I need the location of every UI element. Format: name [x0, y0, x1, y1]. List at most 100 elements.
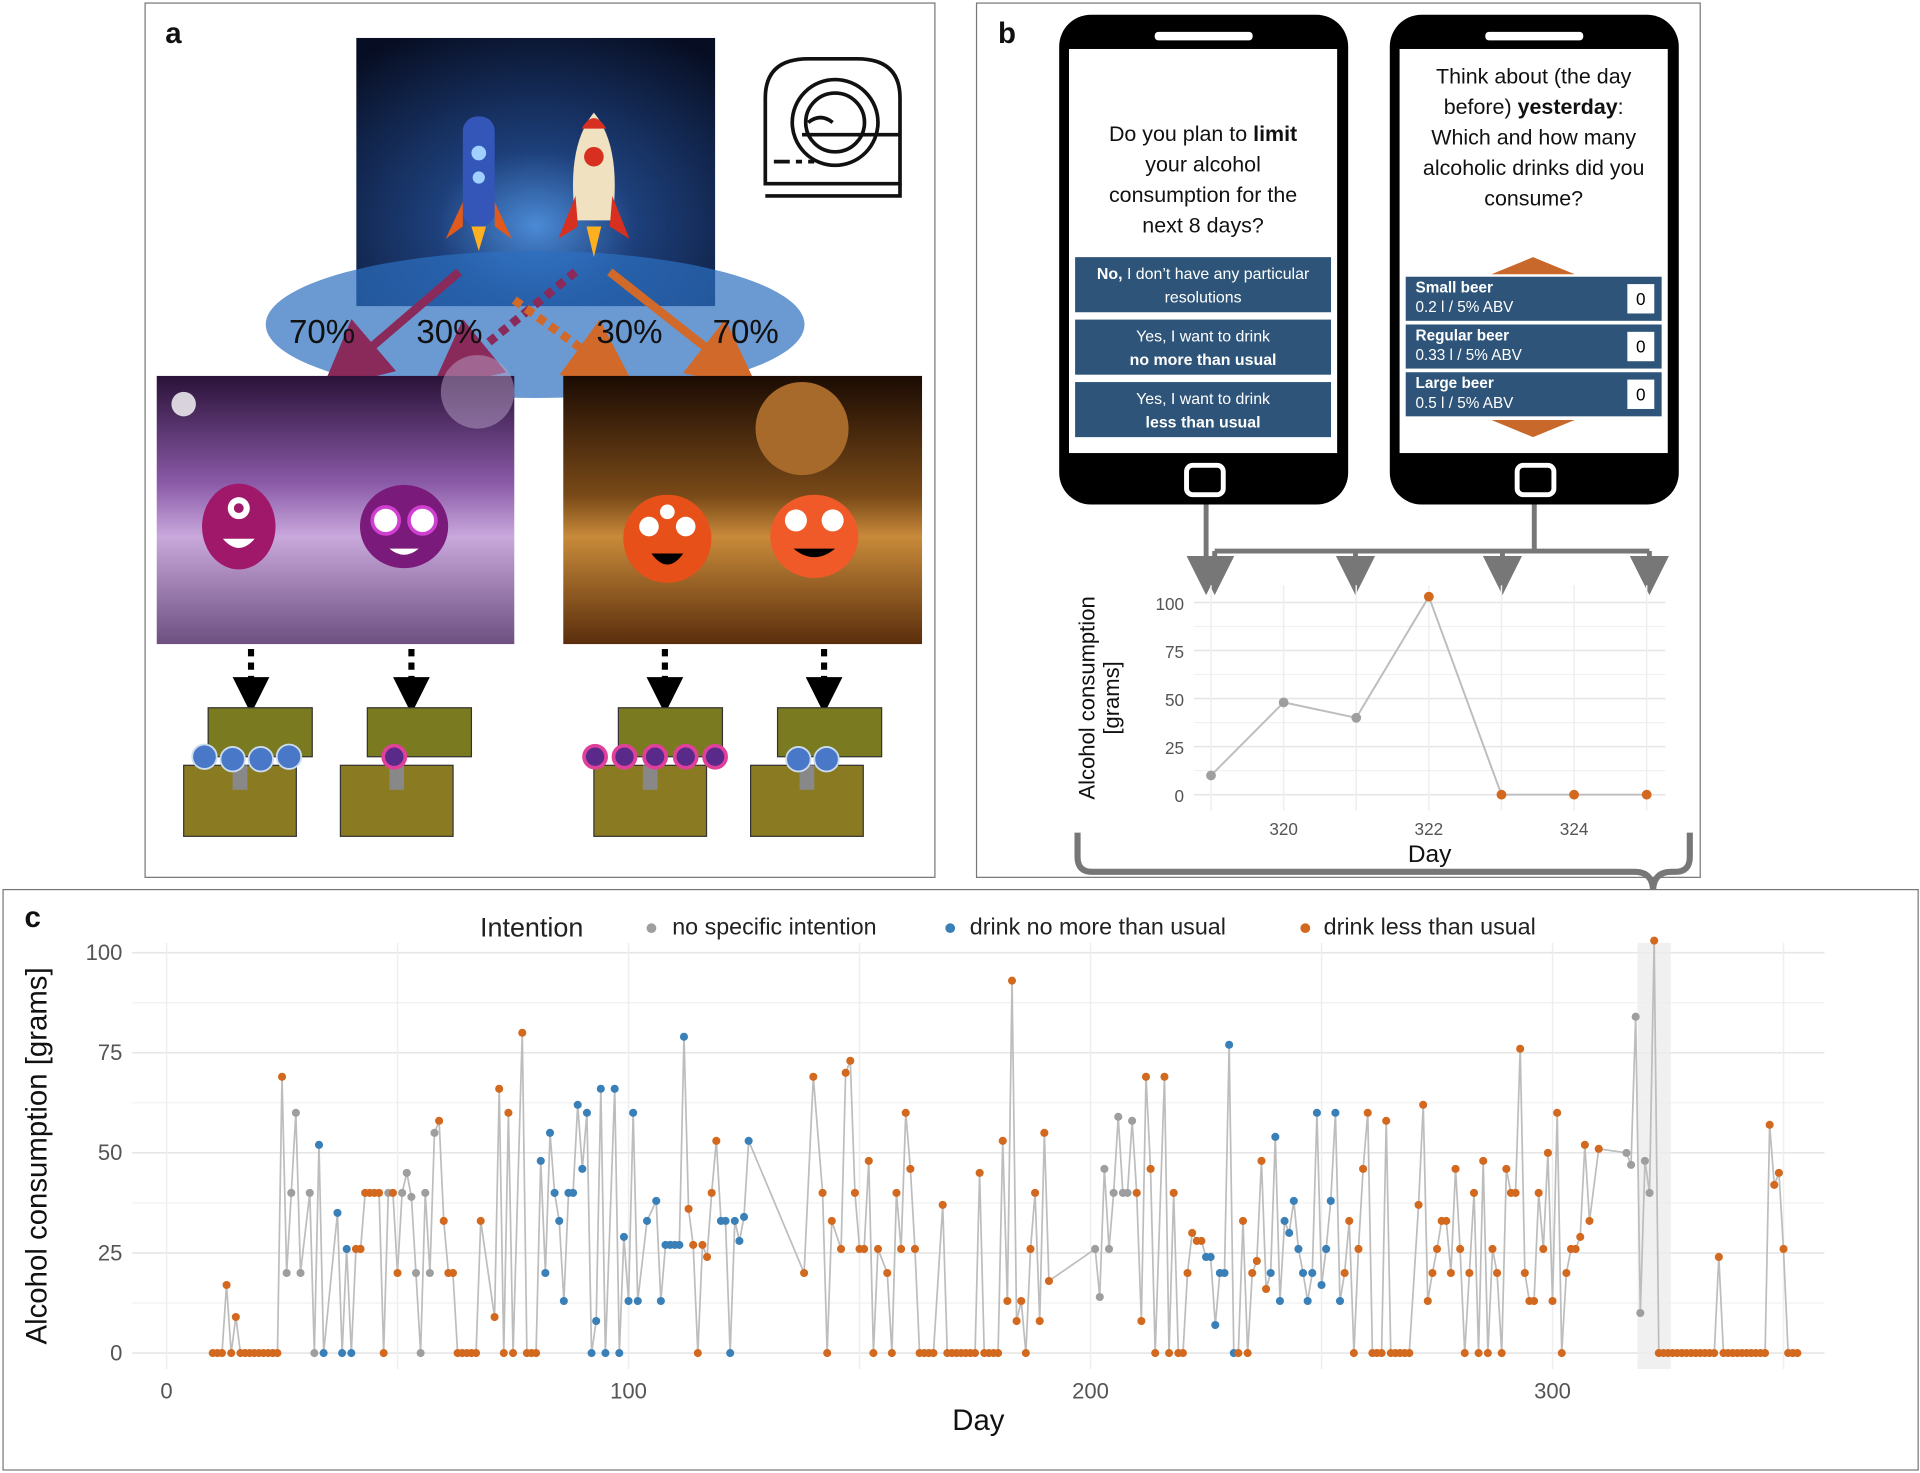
data-point [1543, 1148, 1552, 1157]
data-point [1151, 1349, 1160, 1358]
data-point [721, 1216, 730, 1225]
data-point [1169, 1188, 1178, 1197]
data-point [319, 1349, 328, 1358]
y-tick-label: 75 [98, 1040, 123, 1065]
data-point [416, 1349, 425, 1358]
treasure-chest-icon [593, 707, 724, 837]
data-point [883, 1268, 892, 1278]
data-point [375, 1188, 384, 1197]
option-less-than-usual[interactable]: Yes, I want to drink less than usual [1075, 382, 1332, 438]
purple-monster-two-icon [360, 484, 449, 569]
data-point [970, 1349, 980, 1358]
data-point [296, 1268, 305, 1278]
data-point [1650, 936, 1659, 945]
choice-arrows [321, 268, 758, 390]
data-point [1275, 1296, 1284, 1306]
panel-a-illustration [156, 37, 923, 837]
y-tick-label: 25 [1165, 738, 1184, 758]
x-tick-label: 324 [1560, 819, 1589, 839]
count-field[interactable]: 0 [1627, 284, 1655, 314]
data-point [555, 1216, 564, 1225]
data-point [1793, 1349, 1802, 1358]
data-point [1165, 1349, 1174, 1358]
data-point [1641, 789, 1652, 800]
x-tick-label: 0 [160, 1378, 172, 1403]
y-tick-label: 100 [1156, 594, 1185, 614]
data-point [305, 1188, 314, 1197]
data-point [1257, 1156, 1266, 1165]
count-field[interactable]: 0 [1627, 379, 1655, 409]
y-tick-label: 25 [98, 1240, 123, 1265]
data-point [642, 1216, 652, 1225]
data-point [231, 1312, 240, 1322]
treasure-chests [183, 707, 883, 837]
data-point [532, 1349, 541, 1358]
data-point [379, 1349, 388, 1358]
data-point [656, 1296, 665, 1306]
drink-item-large-beer[interactable]: Large beer 0.5 l / 5% ABV 0 [1405, 372, 1662, 417]
data-point [1220, 1268, 1229, 1278]
option-no-more-than-usual[interactable]: Yes, I want to drink no more than usual [1075, 319, 1332, 375]
data-point [559, 1296, 568, 1306]
data-point [633, 1296, 642, 1306]
data-point [730, 1216, 739, 1225]
data-point [1530, 1296, 1539, 1306]
data-point [975, 1168, 984, 1177]
data-point [739, 1212, 749, 1221]
data-point [338, 1349, 347, 1358]
data-point [314, 1140, 324, 1149]
data-point [425, 1268, 434, 1278]
data-point [1359, 1164, 1368, 1173]
data-point [1021, 1349, 1030, 1358]
y-axis-title: Alcohol consumption [grams] [21, 967, 54, 1344]
data-point [869, 1349, 878, 1358]
data-point [1414, 1200, 1423, 1209]
data-point [619, 1232, 628, 1241]
data-point [1496, 789, 1507, 800]
data-point [901, 1108, 910, 1117]
data-point [850, 1188, 859, 1197]
data-point [615, 1349, 624, 1358]
data-point [629, 1108, 638, 1117]
data-point [1479, 1156, 1488, 1165]
drink-item-small-beer[interactable]: Small beer 0.2 l / 5% ABV 0 [1405, 276, 1662, 321]
panel-a-label: a [165, 17, 182, 51]
data-point [582, 1108, 591, 1117]
scroll-up-arrow-icon[interactable] [1491, 257, 1575, 275]
data-point [1289, 1196, 1298, 1205]
rocket-scene-image [265, 37, 805, 398]
legend-title: Intention [480, 912, 584, 943]
data-point [679, 1032, 689, 1041]
data-point [1382, 1116, 1391, 1125]
data-point [860, 1244, 869, 1253]
treasure-chest-icon [750, 707, 883, 837]
phone-speaker [1154, 31, 1253, 41]
legend-dot-no-more [945, 923, 956, 934]
data-point [217, 1349, 227, 1358]
option-no-resolution[interactable]: No, I don’t have any particular resoluti… [1075, 257, 1332, 313]
data-point [342, 1244, 351, 1253]
data-point [1351, 712, 1362, 723]
legend-label-no-more: drink no more than usual [969, 914, 1226, 941]
y-tick-label: 0 [110, 1340, 122, 1365]
data-point [592, 1316, 601, 1326]
data-point [1128, 1116, 1137, 1125]
scroll-down-arrow-icon[interactable] [1491, 420, 1575, 438]
data-point [818, 1188, 827, 1197]
count-field[interactable]: 0 [1627, 331, 1655, 362]
drink-item-regular-beer[interactable]: Regular beer 0.33 l / 5% ABV 0 [1405, 324, 1662, 369]
data-point [578, 1164, 587, 1173]
data-point [536, 1156, 545, 1165]
data-point [1488, 1244, 1497, 1253]
data-point [1299, 1268, 1308, 1278]
data-point [476, 1216, 485, 1225]
data-point [1765, 1120, 1774, 1129]
data-point [1331, 1108, 1340, 1117]
data-point [652, 1196, 661, 1205]
data-point [1252, 1256, 1261, 1266]
data-point [1534, 1188, 1543, 1197]
data-point [938, 1200, 947, 1209]
data-point [1294, 1244, 1303, 1253]
data-point [1141, 1072, 1151, 1081]
